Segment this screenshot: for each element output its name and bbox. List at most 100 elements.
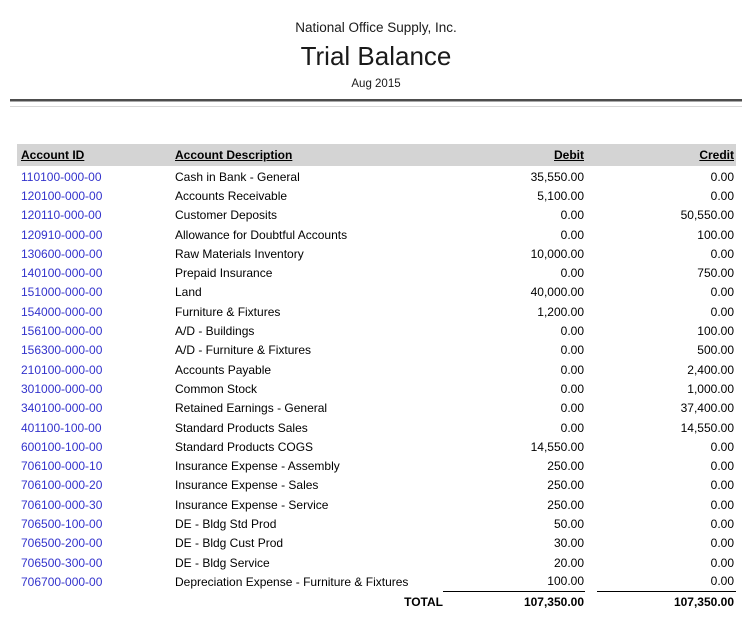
- table-row: 600100-100-00 Standard Products COGS 14,…: [17, 437, 736, 456]
- table-row: 120100-000-00 Accounts Receivable 5,100.…: [17, 186, 736, 205]
- table-row: 120110-000-00 Customer Deposits 0.00 50,…: [17, 206, 736, 225]
- trial-balance-table: Account ID Account Description Debit Cre…: [17, 144, 736, 613]
- debit-amount: 0.00: [560, 381, 584, 396]
- debit-amount: 0.00: [560, 227, 584, 242]
- table-row: 706500-200-00 DE - Bldg Cust Prod 30.00 …: [17, 534, 736, 553]
- table-body: 110100-000-00 Cash in Bank - General 35,…: [17, 167, 736, 592]
- table-row: 301000-000-00 Common Stock 0.00 1,000.00: [17, 379, 736, 398]
- account-description: Depreciation Expense - Furniture & Fixtu…: [175, 574, 409, 589]
- debit-amount: 35,550.00: [530, 169, 584, 184]
- debit-amount: 5,100.00: [537, 188, 584, 203]
- account-id-link[interactable]: 151000-000-00: [21, 285, 103, 300]
- table-row: 154000-000-00 Furniture & Fixtures 1,200…: [17, 302, 736, 321]
- account-description: Insurance Expense - Service: [175, 497, 329, 512]
- column-header-description: Account Description: [175, 148, 293, 162]
- credit-amount: 2,400.00: [687, 362, 734, 377]
- account-description: DE - Bldg Service: [175, 555, 270, 570]
- debit-amount: 100.00: [443, 572, 585, 592]
- credit-amount: 0.00: [710, 536, 734, 551]
- debit-amount: 0.00: [560, 420, 584, 435]
- account-id-link[interactable]: 120110-000-00: [21, 208, 102, 223]
- account-id-link[interactable]: 706700-000-00: [21, 574, 103, 589]
- debit-amount: 14,550.00: [530, 439, 584, 454]
- table-row: 156300-000-00 A/D - Furniture & Fixtures…: [17, 341, 736, 360]
- account-id-link[interactable]: 156300-000-00: [21, 343, 103, 358]
- table-row: 110100-000-00 Cash in Bank - General 35,…: [17, 167, 736, 186]
- table-row: 706500-100-00 DE - Bldg Std Prod 50.00 0…: [17, 514, 736, 533]
- account-description: Insurance Expense - Assembly: [175, 459, 340, 474]
- credit-amount: 100.00: [697, 227, 734, 242]
- credit-amount: 0.00: [710, 304, 734, 319]
- account-description: DE - Bldg Std Prod: [175, 516, 277, 531]
- table-row: 130600-000-00 Raw Materials Inventory 10…: [17, 244, 736, 263]
- account-description: Retained Earnings - General: [175, 401, 328, 416]
- table-row: 340100-000-00 Retained Earnings - Genera…: [17, 399, 736, 418]
- credit-amount: 750.00: [697, 266, 734, 281]
- credit-amount: 0.00: [710, 497, 734, 512]
- account-description: A/D - Furniture & Fixtures: [175, 343, 312, 358]
- debit-amount: 1,200.00: [537, 304, 584, 319]
- account-id-link[interactable]: 130600-000-00: [21, 246, 103, 261]
- account-id-link[interactable]: 110100-000-00: [21, 169, 102, 184]
- debit-amount: 30.00: [553, 536, 584, 551]
- table-row: 156100-000-00 A/D - Buildings 0.00 100.0…: [17, 321, 736, 340]
- report-period: Aug 2015: [351, 78, 401, 90]
- account-id-link[interactable]: 340100-000-00: [21, 401, 103, 416]
- table-row: 120910-000-00 Allowance for Doubtful Acc…: [17, 225, 736, 244]
- account-id-link[interactable]: 120910-000-00: [21, 227, 103, 242]
- debit-amount: 0.00: [560, 208, 584, 223]
- credit-amount: 0.00: [710, 459, 734, 474]
- table-row: 151000-000-00 Land 40,000.00 0.00: [17, 283, 736, 302]
- credit-amount: 50,550.00: [680, 208, 734, 223]
- account-id-link[interactable]: 706500-100-00: [21, 516, 103, 531]
- credit-amount: 0.00: [710, 246, 734, 261]
- credit-amount: 0.00: [710, 555, 734, 570]
- table-row: 706100-000-30 Insurance Expense - Servic…: [17, 495, 736, 514]
- table-row: 706100-000-10 Insurance Expense - Assemb…: [17, 456, 736, 475]
- debit-amount: 250.00: [547, 478, 584, 493]
- account-id-link[interactable]: 706100-000-10: [21, 459, 103, 474]
- table-row: 210100-000-00 Accounts Payable 0.00 2,40…: [17, 360, 736, 379]
- credit-amount: 37,400.00: [680, 401, 734, 416]
- account-id-link[interactable]: 401100-100-00: [21, 420, 102, 435]
- credit-amount: 0.00: [710, 439, 734, 454]
- account-id-link[interactable]: 706100-000-20: [21, 478, 103, 493]
- credit-amount: 0.00: [597, 572, 736, 592]
- credit-amount: 0.00: [710, 516, 734, 531]
- header-divider-light: [10, 106, 742, 107]
- credit-amount: 14,550.00: [680, 420, 734, 435]
- account-id-link[interactable]: 154000-000-00: [21, 304, 103, 319]
- account-id-link[interactable]: 706500-200-00: [21, 536, 103, 551]
- total-label: TOTAL: [404, 595, 443, 610]
- table-row: 706100-000-20 Insurance Expense - Sales …: [17, 476, 736, 495]
- table-row: 706500-300-00 DE - Bldg Service 20.00 0.…: [17, 553, 736, 572]
- account-id-link[interactable]: 600100-100-00: [21, 439, 103, 454]
- account-id-link[interactable]: 706500-300-00: [21, 555, 103, 570]
- account-description: Insurance Expense - Sales: [175, 478, 319, 493]
- account-description: Land: [175, 285, 202, 300]
- credit-amount: 100.00: [697, 324, 734, 339]
- account-id-link[interactable]: 706100-000-30: [21, 497, 103, 512]
- debit-amount: 0.00: [560, 343, 584, 358]
- account-description: Accounts Payable: [175, 362, 272, 377]
- account-description: Common Stock: [175, 381, 258, 396]
- account-id-link[interactable]: 156100-000-00: [21, 324, 103, 339]
- account-id-link[interactable]: 210100-000-00: [21, 362, 103, 377]
- header-divider-dark: [10, 99, 742, 101]
- debit-amount: 50.00: [553, 516, 584, 531]
- account-id-link[interactable]: 120100-000-00: [21, 188, 103, 203]
- table-header-row: Account ID Account Description Debit Cre…: [17, 144, 736, 166]
- account-id-link[interactable]: 140100-000-00: [21, 266, 103, 281]
- debit-amount: 0.00: [560, 266, 584, 281]
- report-title: Trial Balance: [300, 41, 452, 71]
- table-row: 140100-000-00 Prepaid Insurance 0.00 750…: [17, 263, 736, 282]
- debit-amount: 20.00: [553, 555, 584, 570]
- account-description: Customer Deposits: [175, 208, 278, 223]
- debit-amount: 10,000.00: [530, 246, 584, 261]
- account-description: Raw Materials Inventory: [175, 246, 304, 261]
- total-row: TOTAL 107,350.00 107,350.00: [17, 592, 736, 613]
- total-debit-amount: 107,350.00: [523, 595, 584, 610]
- account-id-link[interactable]: 301000-000-00: [21, 381, 103, 396]
- account-description: DE - Bldg Cust Prod: [175, 536, 284, 551]
